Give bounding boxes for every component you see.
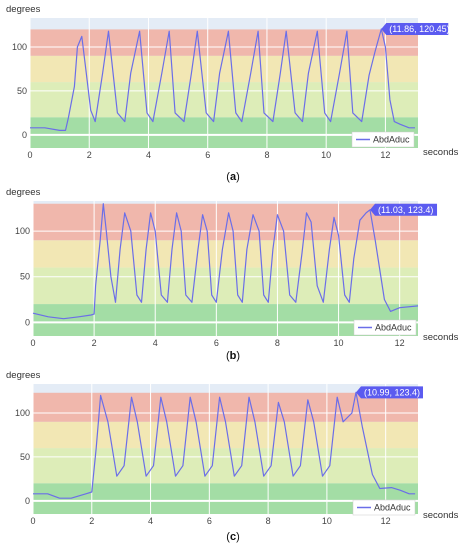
y-tick-label: 0: [25, 496, 30, 506]
x-tick-label: 4: [153, 338, 158, 348]
y-tick-label: 100: [15, 408, 30, 418]
x-tick-label: 0: [30, 516, 35, 526]
hover-tooltip: (10.99, 123.4): [355, 386, 423, 399]
zone-band-band_yellowgreen: [30, 82, 418, 118]
x-tick-label: 0: [27, 150, 32, 160]
legend-box: [351, 131, 415, 148]
y-axis-title: degrees: [6, 4, 41, 15]
x-tick-label: 8: [264, 150, 269, 160]
legend-box: [353, 319, 417, 336]
y-tick-label: 100: [12, 42, 27, 52]
hover-tooltip-box: [370, 203, 438, 216]
x-tick-label: 10: [334, 338, 344, 348]
y-tick-label: 0: [22, 130, 27, 140]
panel-caption: (c): [226, 531, 239, 543]
hover-tooltip-box: [355, 386, 423, 399]
legend-label: AbdAduc: [375, 323, 412, 333]
x-tick-label: 6: [207, 516, 212, 526]
zone-band-band_red: [33, 203, 418, 241]
legend-label: AbdAduc: [373, 135, 410, 145]
x-tick-label: 12: [380, 150, 390, 160]
x-tick-label: 12: [381, 516, 391, 526]
hover-tooltip: (11.03, 123.4): [370, 203, 438, 216]
x-tick-label: 2: [87, 150, 92, 160]
y-tick-label: 50: [20, 452, 30, 462]
x-tick-label: 6: [205, 150, 210, 160]
y-tick-label: 50: [17, 86, 27, 96]
hover-tooltip-text: (10.99, 123.4): [364, 387, 420, 397]
chart-panel-c: 0 2 4 6 8 10 12 0 50 100 degrees seconds AbdAduc (10.…: [6, 370, 459, 543]
x-tick-label: 12: [395, 338, 405, 348]
series-line-abdaduc: [32, 203, 419, 320]
series-line-abdaduc: [30, 28, 415, 131]
y-tick-label: 50: [20, 272, 30, 282]
chart-panel-a: 0 2 4 6 8 10 12 0 50 100 degrees seconds AbdAduc (11.…: [6, 4, 459, 183]
panel-caption: (a): [226, 171, 239, 183]
x-tick-label: 4: [146, 150, 151, 160]
legend[interactable]: AbdAduc: [351, 131, 415, 148]
legend-label: AbdAduc: [374, 503, 411, 513]
hover-tooltip: (11.86, 120.45): [381, 23, 450, 36]
x-tick-label: 8: [266, 516, 271, 526]
x-tick-label: 0: [30, 338, 35, 348]
x-tick-label: 10: [322, 516, 332, 526]
zone-band-band_red: [33, 392, 418, 422]
y-tick-label: 100: [15, 226, 30, 236]
x-tick-label: 8: [275, 338, 280, 348]
y-tick-label: 0: [25, 317, 30, 327]
legend[interactable]: AbdAduc: [352, 499, 416, 516]
zone-band-band_yellow: [33, 421, 418, 449]
hover-tooltip-box: [381, 23, 449, 36]
x-axis-title: seconds: [423, 147, 459, 158]
zone-band-band_yellowgreen: [33, 267, 418, 305]
chart-panel-b: 0 2 4 6 8 10 12 0 50 100 degrees seconds AbdAduc (11.…: [6, 187, 459, 362]
x-tick-label: 2: [89, 516, 94, 526]
legend[interactable]: AbdAduc: [353, 319, 417, 336]
x-tick-label: 4: [148, 516, 153, 526]
x-tick-label: 2: [92, 338, 97, 348]
x-tick-label: 6: [214, 338, 219, 348]
x-axis-title: seconds: [423, 332, 459, 343]
series-line-abdaduc: [33, 391, 416, 499]
y-axis-title: degrees: [6, 370, 41, 381]
zone-band-band_yellow: [33, 240, 418, 268]
legend-box: [352, 499, 416, 516]
x-axis-title: seconds: [423, 510, 459, 521]
x-tick-label: 10: [321, 150, 331, 160]
zone-band-band_yellowgreen: [33, 448, 418, 484]
zone-band-band_yellow: [30, 55, 418, 83]
panel-caption: (b): [226, 350, 240, 362]
hover-tooltip-text: (11.03, 123.4): [378, 205, 433, 215]
hover-tooltip-text: (11.86, 120.45): [389, 24, 449, 34]
y-axis-title: degrees: [6, 187, 41, 198]
